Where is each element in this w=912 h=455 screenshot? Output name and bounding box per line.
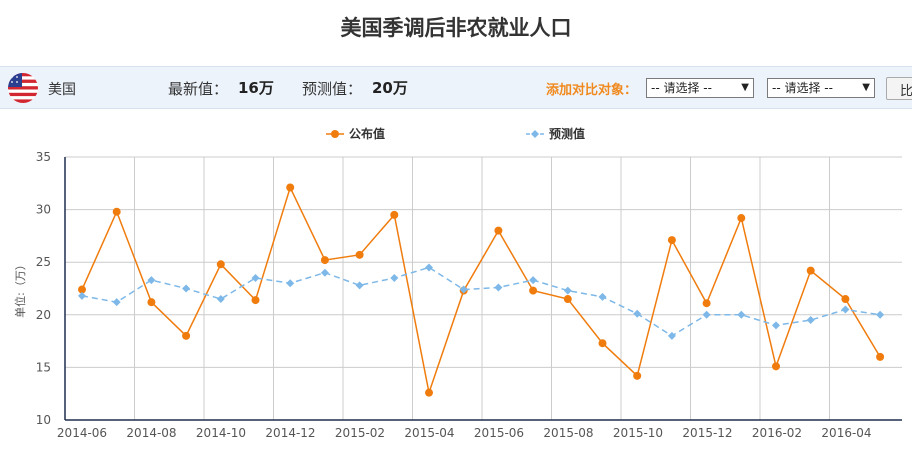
data-point-published — [529, 286, 538, 295]
latest-value: 16万 — [238, 79, 274, 97]
data-point-forecast — [216, 295, 225, 304]
forecast-value: 20万 — [372, 79, 408, 97]
data-point-published — [251, 296, 260, 305]
y-axis-label: 单位:（万） — [13, 259, 27, 318]
data-point-published — [598, 339, 607, 348]
x-tick-label: 2016-02 — [752, 426, 802, 440]
data-point-forecast — [529, 276, 538, 285]
data-point-published — [112, 207, 121, 216]
data-point-forecast — [772, 321, 780, 330]
data-point-forecast — [563, 286, 572, 295]
y-tick-label: 35 — [36, 150, 51, 164]
page-title: 美国季调后非农就业人口 — [340, 16, 572, 40]
x-tick-label: 2014-06 — [57, 426, 107, 440]
data-point-published — [355, 250, 364, 259]
x-tick-label: 2015-06 — [474, 426, 524, 440]
legend-label: 公布值 — [349, 126, 385, 141]
legend-marker — [331, 130, 339, 138]
data-point-published — [216, 260, 225, 269]
compare-select-2[interactable]: -- 请选择 -- ▼ — [767, 78, 875, 98]
data-point-published — [806, 266, 815, 275]
us-flag-icon — [8, 73, 38, 103]
y-tick-label: 10 — [36, 413, 51, 427]
x-tick-label: 2016-04 — [821, 426, 871, 440]
country-name: 美国 — [48, 82, 76, 98]
data-point-published — [876, 352, 885, 361]
x-tick-label: 2014-08 — [126, 426, 176, 440]
data-point-published — [772, 362, 780, 371]
data-point-forecast — [425, 263, 433, 272]
y-tick-label: 30 — [36, 203, 51, 217]
legend-label: 预测值 — [549, 126, 585, 141]
data-point-published — [320, 256, 329, 265]
series-line-published — [81, 185, 881, 396]
data-point-published — [286, 183, 295, 192]
chart-legend: 公布值 预测值 — [326, 126, 585, 141]
x-tick-label: 2015-04 — [404, 426, 454, 440]
data-point-forecast — [286, 279, 295, 288]
caret-down-icon: ▼ — [862, 82, 870, 93]
data-point-forecast — [633, 309, 642, 318]
line-chart: 公布值 预测值 10 15 20 25 30 35 单位:（万） 2014-06 2014-08 2… — [13, 126, 902, 440]
compare-select-2-value: -- 请选择 -- — [772, 81, 833, 95]
data-point-published — [737, 214, 746, 223]
forecast-value-label: 预测值： — [302, 80, 363, 98]
data-point-published — [182, 331, 191, 340]
latest-value-label: 最新值： — [168, 80, 229, 98]
compare-select-1[interactable]: -- 请选择 -- ▼ — [646, 78, 754, 98]
info-bar: 美国 最新值： 16万 预测值： 20万 添加对比对象： -- 请选择 -- ▼… — [0, 66, 912, 109]
caret-down-icon: ▼ — [741, 82, 749, 93]
y-tick-label: 15 — [36, 360, 51, 374]
data-point-forecast — [78, 291, 86, 300]
data-point-published — [667, 236, 676, 245]
data-point-forecast — [251, 273, 260, 282]
x-tick-label: 2015-08 — [543, 426, 593, 440]
x-tick-label: 2014-10 — [196, 426, 246, 440]
data-point-forecast — [667, 331, 676, 340]
data-point-forecast — [112, 298, 121, 307]
data-point-forecast — [598, 292, 607, 301]
data-point-published — [147, 298, 156, 307]
data-point-forecast — [320, 268, 329, 277]
series-line-forecast — [81, 266, 881, 337]
data-point-published — [702, 299, 711, 308]
data-point-forecast — [876, 310, 885, 319]
data-point-forecast — [182, 284, 191, 293]
data-point-published — [78, 285, 86, 294]
y-tick-label: 20 — [36, 308, 51, 322]
data-point-forecast — [806, 316, 815, 325]
chart-series — [78, 183, 885, 397]
data-point-forecast — [702, 310, 711, 319]
compare-select-1-value: -- 请选择 -- — [651, 81, 712, 95]
data-point-published — [841, 295, 850, 304]
x-tick-label: 2015-12 — [682, 426, 732, 440]
x-tick-label: 2014-12 — [265, 426, 315, 440]
data-point-published — [563, 295, 572, 304]
y-tick-label: 25 — [36, 255, 51, 269]
data-point-forecast — [459, 285, 468, 294]
x-tick-label: 2015-02 — [335, 426, 385, 440]
compare-button[interactable]: 比 — [886, 77, 912, 100]
data-point-forecast — [841, 305, 850, 314]
chart-grid — [64, 156, 902, 421]
data-point-published — [494, 226, 503, 235]
data-point-forecast — [494, 283, 503, 292]
data-point-published — [633, 371, 642, 380]
chart-axes: 10 15 20 25 30 35 单位:（万） 2014-06 2014-08 2014-10 2… — [13, 150, 902, 440]
data-point-forecast — [355, 281, 364, 290]
data-point-forecast — [147, 276, 156, 285]
data-point-published — [425, 388, 433, 397]
data-point-forecast — [737, 310, 746, 319]
legend-marker — [531, 130, 539, 138]
x-tick-label: 2015-10 — [613, 426, 663, 440]
add-compare-label: 添加对比对象： — [546, 83, 638, 98]
data-point-forecast — [390, 273, 399, 282]
data-point-published — [390, 210, 399, 219]
